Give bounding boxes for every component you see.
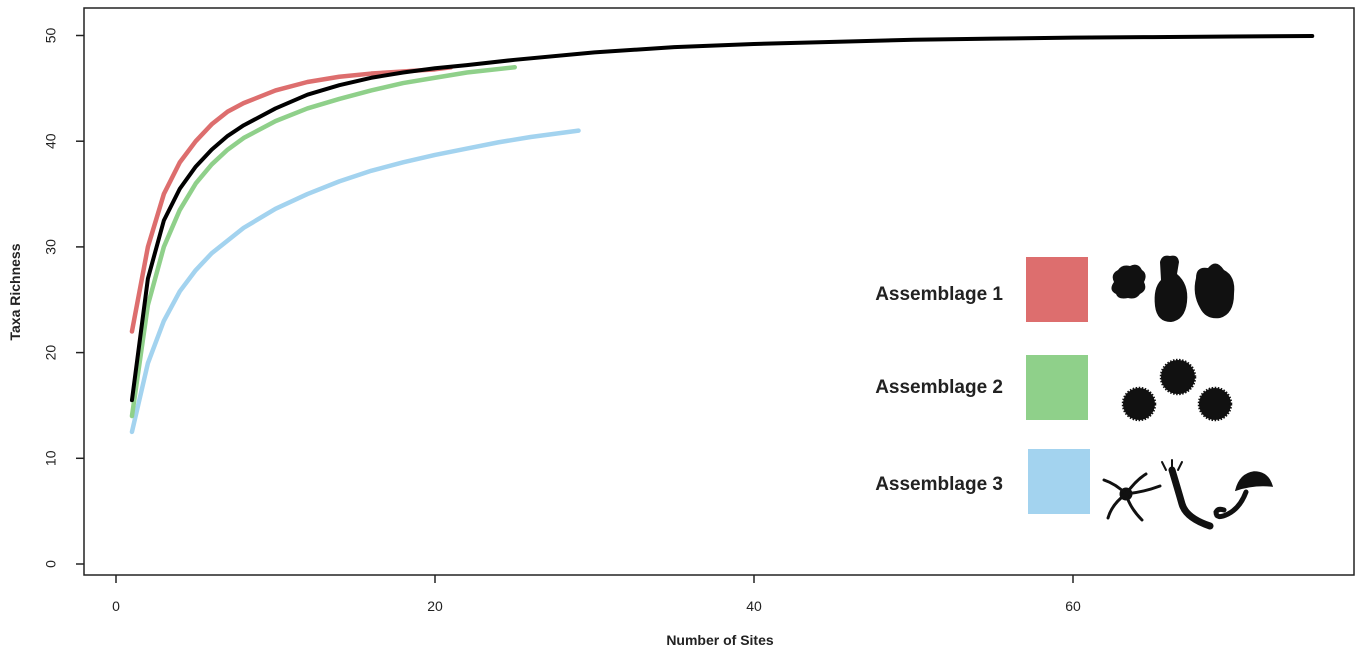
series-line-overall xyxy=(129,34,1315,403)
brittle-star-tubeworm-silhouettes-icon xyxy=(1102,459,1274,530)
x-axis-title: Number of Sites xyxy=(666,632,774,648)
legend-entry-assemblage-2: Assemblage 2 xyxy=(875,355,1233,422)
y-tick-label: 10 xyxy=(43,450,59,466)
y-tick-label: 30 xyxy=(43,239,59,255)
legend-entry-assemblage-1: Assemblage 1 xyxy=(875,255,1235,322)
x-tick-label: 0 xyxy=(112,598,120,614)
y-axis-title: Taxa Richness xyxy=(7,243,23,340)
legend-label-assemblage-2: Assemblage 2 xyxy=(875,377,1003,398)
y-axis: 0 10 20 30 40 50 xyxy=(43,28,84,568)
y-tick-label: 0 xyxy=(43,560,59,568)
series-line-assemblage-3 xyxy=(129,128,581,435)
legend-swatch-assemblage-3 xyxy=(1028,449,1090,514)
legend-label-assemblage-3: Assemblage 3 xyxy=(875,474,1003,495)
legend-swatch-assemblage-2 xyxy=(1026,355,1088,420)
x-axis: 0 20 40 60 xyxy=(112,575,1081,614)
series-line-assemblage-1 xyxy=(129,64,454,334)
plot-frame xyxy=(83,7,1355,576)
series-line-assemblage-2 xyxy=(129,64,517,419)
series-lines xyxy=(129,34,1315,435)
legend: Assemblage 1 Assemblage 2 Assemblage 3 xyxy=(875,255,1274,530)
sea-urchin-silhouettes-icon xyxy=(1121,358,1233,422)
x-tick-label: 60 xyxy=(1065,598,1081,614)
axes: 0 20 40 60 0 10 20 30 40 50 Number of Sites Taxa… xyxy=(7,7,1355,648)
legend-swatch-assemblage-1 xyxy=(1026,257,1088,322)
x-tick-label: 40 xyxy=(746,598,762,614)
legend-label-assemblage-1: Assemblage 1 xyxy=(875,284,1003,305)
y-tick-label: 50 xyxy=(43,28,59,44)
x-tick-label: 20 xyxy=(427,598,443,614)
y-tick-label: 20 xyxy=(43,345,59,361)
sponge-ascidian-silhouettes-icon xyxy=(1111,255,1235,322)
y-tick-label: 40 xyxy=(43,133,59,149)
legend-entry-assemblage-3: Assemblage 3 xyxy=(875,449,1274,530)
